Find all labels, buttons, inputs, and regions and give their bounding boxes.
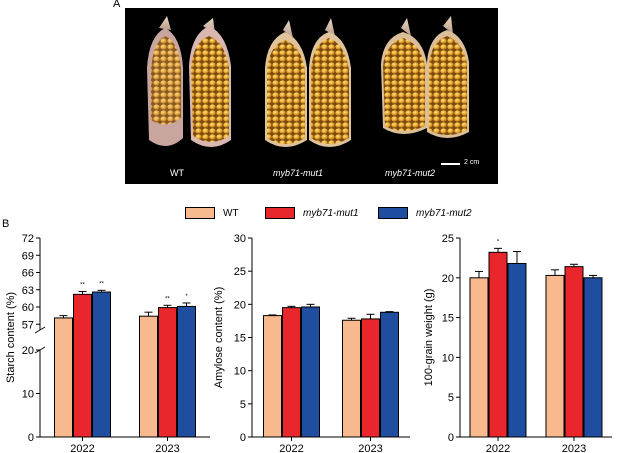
bar-2-1-0 xyxy=(545,274,565,438)
y-tick-label-0-u2: 63 xyxy=(22,285,34,297)
bar-1-1-2 xyxy=(380,311,399,438)
y-tick-label-1-1: 5 xyxy=(240,399,246,411)
corn-cob-illustration xyxy=(147,16,469,165)
y-tick-label-2-3: 15 xyxy=(442,313,454,325)
bar-1-1-0 xyxy=(342,319,361,438)
cob-mut1-right xyxy=(309,18,351,147)
bar-2-0-1 xyxy=(488,251,508,438)
cob-mut2-right xyxy=(427,16,469,138)
photo-label-wt: WT xyxy=(170,168,184,178)
bar-0-0-0 xyxy=(54,317,73,438)
legend-item-mut2: myb71-mut2 xyxy=(378,207,472,219)
cob-mut2-left xyxy=(381,18,427,134)
y-tick-label-2-4: 20 xyxy=(442,273,454,285)
bar-0-1-1 xyxy=(158,307,177,438)
y-tick-label-1-4: 20 xyxy=(234,299,246,311)
legend-item-mut1: myb71-mut1 xyxy=(265,207,359,219)
cob-wt-right xyxy=(189,18,231,147)
legend-swatch-mut2 xyxy=(378,207,408,219)
y-tick-label-2-2: 10 xyxy=(442,352,454,364)
bar-2-0-0 xyxy=(469,277,489,438)
corn-cob-photo: WT myb71-mut1 myb71-mut2 2 cm xyxy=(125,8,498,184)
y-tick-label-1-5: 25 xyxy=(234,266,246,278)
y-tick-label-0-l0: 0 xyxy=(28,432,34,444)
cob-mut1-left xyxy=(265,20,307,147)
legend-label-mut1: myb71-mut1 xyxy=(303,207,359,219)
x-tick-label-0-0: 2022 xyxy=(70,443,94,453)
y-tick-label-1-0: 0 xyxy=(240,432,246,444)
legend-swatch-mut1 xyxy=(265,207,295,219)
legend-swatch-wt xyxy=(185,207,215,219)
y-tick-label-0-u3: 66 xyxy=(22,268,34,280)
scale-bar-label: 2 cm xyxy=(464,159,480,166)
x-tick-label-2-0: 2022 xyxy=(486,443,510,453)
legend-label-mut2: myb71-mut2 xyxy=(416,207,472,219)
bar-0-1-0 xyxy=(139,315,158,438)
bar-2-0-2 xyxy=(507,262,527,438)
bar-0-0-1 xyxy=(73,293,92,438)
x-tick-label-0-1: 2023 xyxy=(155,443,179,453)
bar-0-0-2 xyxy=(92,291,111,438)
y-axis-label-1: Amylose content (%) xyxy=(213,287,225,388)
y-tick-label-1-2: 10 xyxy=(234,366,246,378)
x-tick-label-2-1: 2023 xyxy=(562,443,586,453)
bar-1-0-0 xyxy=(263,315,282,438)
significance-0-0-2: ** xyxy=(99,281,104,287)
x-tick-label-1-1: 2023 xyxy=(358,443,382,453)
bar-2-1-1 xyxy=(564,266,584,438)
significance-2-0-1: * xyxy=(497,239,500,245)
photo-label-mut1: myb71-mut1 xyxy=(273,168,324,178)
y-tick-label-0-l1: 10 xyxy=(22,389,34,401)
bar-1-1-1 xyxy=(361,318,380,438)
significance-0-1-2: * xyxy=(185,294,188,300)
legend-label-wt: WT xyxy=(223,207,239,219)
bar-1-0-1 xyxy=(282,307,301,438)
legend-item-wt: WT xyxy=(185,207,239,219)
y-tick-label-2-0: 0 xyxy=(448,432,454,444)
legend: WT myb71-mut1 myb71-mut2 xyxy=(0,207,622,223)
y-tick-label-0-u1: 60 xyxy=(22,302,34,314)
photo-label-mut2: myb71-mut2 xyxy=(385,168,436,178)
y-tick-label-1-6: 30 xyxy=(234,233,246,245)
panel-label-b: B xyxy=(2,218,10,230)
significance-0-1-1: ** xyxy=(165,296,170,302)
panel-label-a: A xyxy=(113,0,121,10)
significance-0-0-1: ** xyxy=(80,282,85,288)
y-tick-label-2-5: 25 xyxy=(442,233,454,245)
y-tick-label-0-u4: 69 xyxy=(22,250,34,262)
y-tick-label-0-u5: 72 xyxy=(22,233,34,245)
y-axis-label-2: 100-grain weight (g) xyxy=(423,289,435,387)
bar-0-1-2 xyxy=(177,305,196,438)
y-tick-label-0-u0: 57 xyxy=(22,319,34,331)
bar-2-1-2 xyxy=(583,277,603,438)
bar-1-0-2 xyxy=(301,306,320,438)
y-tick-label-0-l2: 20 xyxy=(22,345,34,357)
cob-wt-left xyxy=(147,16,183,147)
y-tick-label-2-1: 5 xyxy=(448,392,454,404)
x-tick-label-1-0: 2022 xyxy=(279,443,303,453)
y-tick-label-1-3: 15 xyxy=(234,333,246,345)
y-axis-label-0: Starch content (%) xyxy=(5,292,17,383)
